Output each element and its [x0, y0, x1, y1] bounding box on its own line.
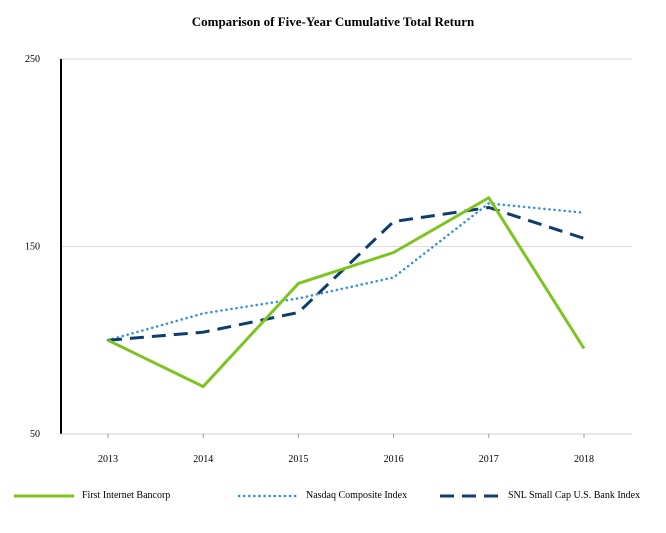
legend-item-snl: SNL Small Cap U.S. Bank Index	[440, 490, 640, 501]
x-tick-label: 2016	[384, 454, 404, 465]
legend-label: First Internet Bancorp	[82, 490, 171, 501]
legend-label: Nasdaq Composite Index	[306, 490, 408, 501]
legend-item-nasdaq: Nasdaq Composite Index	[238, 490, 407, 501]
series-line-nasdaq-composite-index	[106, 202, 586, 342]
x-tick-label: 2015	[288, 454, 308, 465]
y-tick-label: 250	[25, 54, 40, 65]
legend-item-first-internet: First Internet Bancorp	[14, 490, 170, 501]
x-tick-label: 2017	[479, 454, 499, 465]
legend-swatch-solid	[14, 494, 74, 497]
x-tick-label: 2014	[193, 454, 213, 465]
x-tick-label: 2013	[98, 454, 118, 465]
legend-swatch-dashed	[440, 494, 500, 497]
legend-label: SNL Small Cap U.S. Bank Index	[508, 490, 641, 501]
x-tick-label: 2018	[574, 454, 594, 465]
chart-title: Comparison of Five-Year Cumulative Total…	[191, 14, 475, 29]
chart-plot: 50 150 250 2013 2014 2015 2016 2017 2018	[25, 54, 632, 465]
y-tick-label: 50	[30, 429, 40, 440]
y-tick-label: 150	[25, 242, 40, 253]
series-line-first-internet-bancorp	[107, 196, 586, 389]
legend-swatch-dotted	[238, 494, 298, 497]
series-line-snl-small-cap-u-s-bank-index	[107, 206, 585, 342]
